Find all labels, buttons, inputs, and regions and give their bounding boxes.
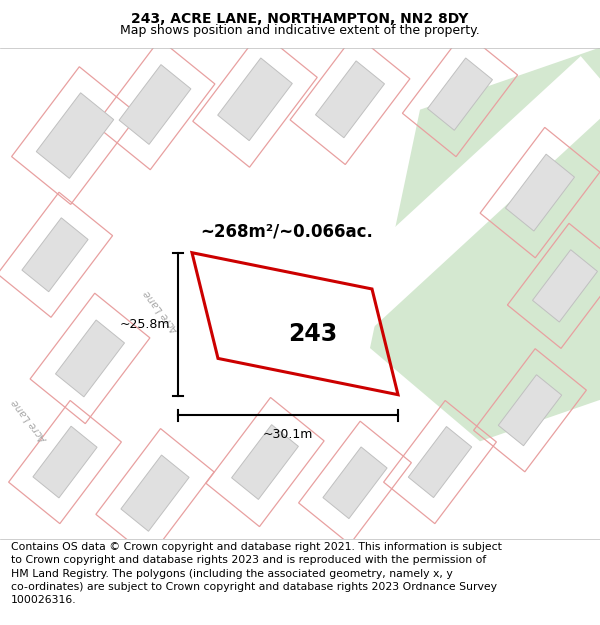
Polygon shape <box>81 56 600 561</box>
Polygon shape <box>409 426 472 498</box>
Polygon shape <box>119 64 191 144</box>
Polygon shape <box>232 424 298 499</box>
Text: Acre Lane: Acre Lane <box>142 288 182 335</box>
Polygon shape <box>428 58 493 130</box>
Text: ~25.8m: ~25.8m <box>119 318 170 331</box>
Polygon shape <box>316 61 385 138</box>
Polygon shape <box>121 455 189 531</box>
Text: Acre Lane: Acre Lane <box>10 397 50 444</box>
Polygon shape <box>370 48 600 441</box>
Polygon shape <box>0 318 361 559</box>
Text: 243, ACRE LANE, NORTHAMPTON, NN2 8DY: 243, ACRE LANE, NORTHAMPTON, NN2 8DY <box>131 12 469 26</box>
Polygon shape <box>0 29 269 439</box>
Polygon shape <box>505 154 575 231</box>
Text: Contains OS data © Crown copyright and database right 2021. This information is : Contains OS data © Crown copyright and d… <box>11 542 502 605</box>
Polygon shape <box>218 58 292 141</box>
Text: 243: 243 <box>289 322 338 346</box>
Text: Map shows position and indicative extent of the property.: Map shows position and indicative extent… <box>120 24 480 37</box>
Polygon shape <box>499 375 562 446</box>
Polygon shape <box>533 250 598 322</box>
Polygon shape <box>36 92 114 178</box>
Polygon shape <box>323 447 387 519</box>
Polygon shape <box>22 217 88 292</box>
Text: ~30.1m: ~30.1m <box>263 428 313 441</box>
Polygon shape <box>33 426 97 498</box>
Polygon shape <box>55 320 125 397</box>
Text: ~268m²/~0.066ac.: ~268m²/~0.066ac. <box>200 223 373 241</box>
